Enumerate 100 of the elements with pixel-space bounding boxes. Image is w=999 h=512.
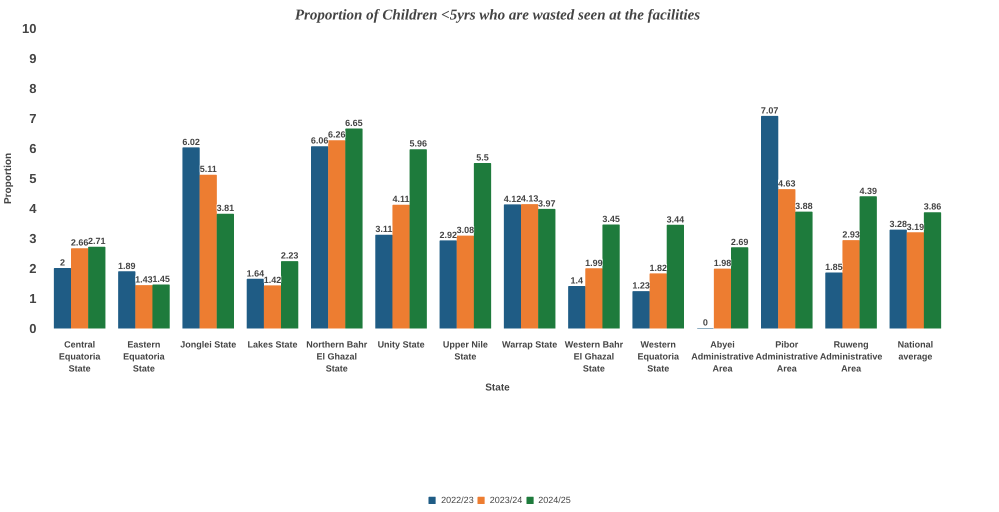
data-label: 5.11 <box>200 164 217 174</box>
data-label: 1.23 <box>632 280 650 291</box>
y-tick-label: 1 <box>29 291 37 306</box>
bar <box>778 189 796 328</box>
bar <box>504 204 522 328</box>
x-tick-label: Abyei Administrative Area <box>691 340 754 374</box>
bar <box>825 272 843 328</box>
data-label: 3.97 <box>538 198 556 208</box>
bar <box>216 214 234 328</box>
x-tick-label: Upper Nile State <box>442 340 488 362</box>
data-label: 1.4 <box>570 276 584 286</box>
data-label: 1.64 <box>246 268 264 278</box>
data-label: 6.65 <box>345 118 363 128</box>
bar <box>585 268 603 328</box>
bar <box>71 248 88 328</box>
y-axis-title: Proportion <box>3 152 14 204</box>
y-tick-label: 10 <box>22 21 37 36</box>
y-tick-label: 2 <box>29 261 37 276</box>
bar <box>328 140 346 328</box>
x-tick-label: Western Equatoria State <box>637 340 680 374</box>
data-label: 2.66 <box>70 238 88 248</box>
x-axis-title: State <box>485 382 510 394</box>
data-label: 3.44 <box>666 214 684 224</box>
data-label: 2 <box>60 258 66 268</box>
data-label: 4.12 <box>504 194 522 204</box>
data-label: 3.81 <box>216 203 234 214</box>
legend-label: 2022/23 <box>441 495 474 505</box>
y-tick-label: 6 <box>29 141 37 156</box>
bar <box>440 240 457 328</box>
data-label: 1.98 <box>714 258 732 268</box>
data-label: 1.99 <box>585 258 603 268</box>
x-tick-label: Eastern Equatoria State <box>123 340 166 374</box>
bar <box>521 204 538 328</box>
x-tick-label: Lakes State <box>247 340 298 350</box>
x-tick-label: Warrap State <box>502 340 558 350</box>
bar <box>375 234 393 328</box>
bar <box>666 224 684 328</box>
bar <box>714 268 732 328</box>
data-label: 1.89 <box>118 260 136 271</box>
data-label: 3.45 <box>602 214 620 224</box>
bar <box>568 286 586 328</box>
bar <box>650 273 667 328</box>
bar <box>456 236 474 328</box>
bar <box>152 284 170 328</box>
x-tick-label: National average <box>898 340 934 362</box>
bar <box>246 278 264 328</box>
data-label: 2.93 <box>842 230 860 240</box>
bar <box>632 291 650 328</box>
data-label: 1.43 <box>135 274 153 285</box>
bar <box>264 285 282 328</box>
bar <box>602 224 620 328</box>
bar <box>88 246 106 328</box>
y-tick-label: 9 <box>29 51 37 66</box>
data-label: 6.26 <box>328 130 346 140</box>
data-label: 4.39 <box>859 186 877 196</box>
bar <box>182 147 200 328</box>
data-label: 1.42 <box>264 274 282 285</box>
bar <box>860 196 877 328</box>
data-label: 1.45 <box>152 274 170 284</box>
data-label: 3.86 <box>924 202 942 212</box>
data-label: 3.88 <box>795 201 813 212</box>
data-label: 3.08 <box>456 225 474 236</box>
x-tick-label: Jonglei State <box>180 340 236 350</box>
x-tick-label: Unity State <box>378 340 425 350</box>
bar <box>392 204 410 328</box>
bar <box>924 212 942 328</box>
bar <box>311 146 328 328</box>
y-tick-label: 8 <box>29 81 37 96</box>
bar <box>538 208 556 328</box>
data-label: 2.92 <box>439 230 457 240</box>
legend-label: 2024/25 <box>538 495 571 505</box>
bar <box>281 261 298 328</box>
data-label: 7.07 <box>760 105 778 116</box>
y-tick-label: 4 <box>29 201 38 216</box>
data-label: 5.5 <box>476 152 489 162</box>
data-label: 2.69 <box>730 236 748 247</box>
bar <box>731 247 748 328</box>
data-label: 1.85 <box>825 262 843 272</box>
x-tick-label: Northern Bahr El Ghazal State <box>306 340 368 374</box>
data-label: 2.23 <box>280 250 298 261</box>
x-tick-label: Ruweng Administrative Area <box>820 340 882 374</box>
data-label: 2.71 <box>88 236 106 246</box>
y-tick-label: 3 <box>29 231 37 246</box>
bar <box>890 230 907 328</box>
data-label: 4.63 <box>778 178 796 189</box>
legend-label: 2023/24 <box>490 495 522 505</box>
bar <box>345 128 363 328</box>
y-tick-label: 5 <box>29 171 37 186</box>
y-tick-label: 7 <box>29 111 37 126</box>
data-label: 4.13 <box>520 194 538 204</box>
bar <box>200 174 217 328</box>
x-tick-label: Western Bahr El Ghazal State <box>564 340 624 374</box>
data-label: 6.06 <box>310 136 328 146</box>
data-label: 0 <box>702 318 708 328</box>
bar <box>118 271 136 328</box>
bar <box>795 212 813 328</box>
bar <box>761 116 778 328</box>
x-tick-label: Pibor Administrative Area <box>756 340 818 374</box>
bar <box>906 232 924 328</box>
data-label: 3.11 <box>375 224 392 234</box>
